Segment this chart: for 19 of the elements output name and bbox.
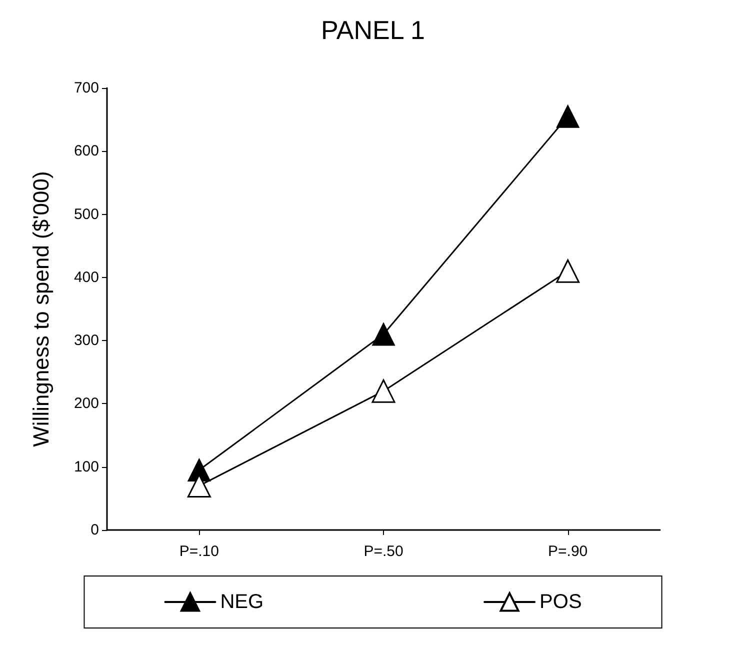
chart-title: PANEL 1	[320, 15, 426, 45]
point	[372, 322, 395, 346]
y-tick-label: 500	[74, 206, 99, 223]
legend-label: POS	[540, 591, 582, 613]
x-tick-label: P=.50	[364, 543, 404, 560]
y-tick-label: 400	[74, 268, 99, 286]
legend-label: NEG	[220, 591, 264, 613]
y-tick-label: 700	[74, 80, 99, 96]
y-tick-label: 100	[74, 458, 99, 476]
y-axis-title: Willingness to spend ($'000)	[28, 171, 54, 447]
point	[556, 259, 580, 283]
y-tick-label: 300	[74, 332, 99, 350]
x-tick-label: P=.90	[548, 543, 588, 560]
point	[372, 379, 396, 403]
y-tick-label: 600	[74, 142, 99, 160]
y-tick-label: 200	[74, 395, 99, 412]
x-tick-label: P=.10	[179, 543, 219, 560]
point	[556, 104, 580, 128]
y-tick-label: 0	[90, 522, 99, 538]
